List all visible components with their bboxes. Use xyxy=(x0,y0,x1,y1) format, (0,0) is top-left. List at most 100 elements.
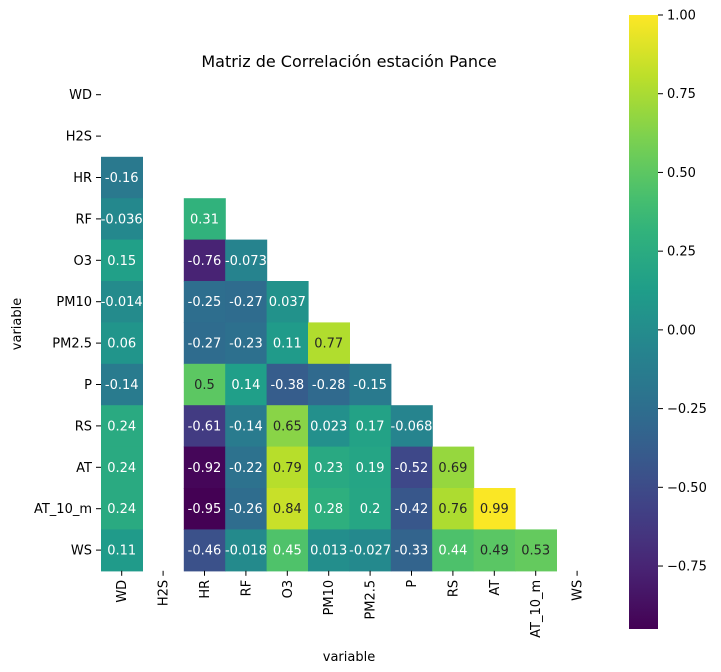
heatmap-cell xyxy=(308,405,350,448)
cell-value-label: -0.38 xyxy=(270,378,304,393)
heatmap-cell xyxy=(101,446,143,489)
heatmap-cell xyxy=(101,363,143,406)
cell-value-label: -0.22 xyxy=(229,461,263,476)
cell-value-label: -0.16 xyxy=(105,171,139,186)
y-tick-label: WD xyxy=(69,88,92,103)
heatmap-cell xyxy=(183,405,226,448)
heatmap-cell xyxy=(266,446,309,489)
cell-value-label: 0.45 xyxy=(273,544,302,559)
heatmap-cell xyxy=(390,405,433,448)
cell-value-label: 0.24 xyxy=(107,419,136,434)
cell-value-label: 0.013 xyxy=(310,544,347,559)
heatmap-cell xyxy=(349,488,392,530)
cell-value-label: -0.018 xyxy=(225,544,267,559)
heatmap-cell xyxy=(225,405,268,448)
heatmap-cell xyxy=(183,363,226,406)
cell-value-label: -0.068 xyxy=(391,419,433,434)
cell-value-label: -0.92 xyxy=(188,461,222,476)
cell-value-label: 0.77 xyxy=(314,337,343,352)
cell-value-label: -0.76 xyxy=(188,254,222,269)
cell-value-label: -0.15 xyxy=(353,378,387,393)
cell-value-label: 0.49 xyxy=(480,544,509,559)
x-tick-label: AT_10_m xyxy=(529,580,544,638)
cell-value-label: 0.06 xyxy=(107,337,136,352)
cell-value-label: 0.84 xyxy=(273,502,302,517)
heatmap-cell xyxy=(225,281,268,323)
cell-value-label: 0.11 xyxy=(107,544,136,559)
heatmap-cell xyxy=(308,446,350,489)
heatmap-cell xyxy=(225,363,268,406)
cell-value-label: -0.27 xyxy=(188,337,222,352)
cell-value-label: -0.014 xyxy=(101,295,143,310)
x-tick-label: PM10 xyxy=(322,580,337,616)
y-tick-label: H2S xyxy=(66,130,92,145)
y-tick-label: O3 xyxy=(73,254,92,269)
colorbar: 1.00 0.75 0.50 0.25 0.00 −0.25 −0.50 −0.75 xyxy=(629,9,707,629)
cell-value-label: -0.23 xyxy=(229,337,263,352)
heatmap-cell xyxy=(225,322,268,365)
y-tick-label: HR xyxy=(73,171,92,186)
cell-value-label: 0.65 xyxy=(273,419,302,434)
cell-value-label: -0.26 xyxy=(229,502,263,517)
cell-value-label: 0.31 xyxy=(190,212,219,227)
heatmap-cell xyxy=(349,446,392,489)
y-tick-label: PM2.5 xyxy=(52,337,92,352)
heatmap-cell xyxy=(101,488,143,530)
colorbar-tick-label: 1.00 xyxy=(667,9,696,24)
cell-value-label: 0.023 xyxy=(310,419,347,434)
cell-value-label: 0.44 xyxy=(438,544,467,559)
x-tick-label: RF xyxy=(239,580,254,597)
x-tick-label: PM2.5 xyxy=(364,580,379,620)
cell-value-label: -0.28 xyxy=(312,378,346,393)
cell-value-label: -0.036 xyxy=(101,212,143,227)
heatmap-cell xyxy=(183,529,226,572)
colorbar-tick-label: −0.75 xyxy=(667,560,707,575)
heatmap-cell xyxy=(473,529,516,572)
heatmap-cell xyxy=(266,488,309,530)
cell-value-label: 0.2 xyxy=(360,502,381,517)
heatmap-cell xyxy=(183,281,226,323)
cell-value-label: 0.53 xyxy=(521,544,550,559)
heatmap-cell xyxy=(225,446,268,489)
y-axis-title: variable xyxy=(10,298,25,350)
heatmap-cell xyxy=(101,405,143,448)
colorbar-tick-label: 0.50 xyxy=(667,166,696,181)
x-tick-label: P xyxy=(405,580,420,588)
heatmap-cell xyxy=(432,529,475,572)
heatmap-cell xyxy=(183,446,226,489)
x-tick-label: RS xyxy=(446,580,461,597)
cell-value-label: 0.15 xyxy=(107,254,136,269)
heatmap-cell xyxy=(183,488,226,530)
cell-value-label: 0.76 xyxy=(438,502,467,517)
heatmap-cell xyxy=(101,156,143,199)
cell-value-label: 0.99 xyxy=(480,502,509,517)
y-tick-label: RF xyxy=(75,212,92,227)
cell-value-label: 0.79 xyxy=(273,461,302,476)
heatmap-cell xyxy=(349,405,392,448)
cell-value-label: 0.24 xyxy=(107,461,136,476)
chart-title: Matriz de Correlación estación Pance xyxy=(201,52,496,71)
heatmap-cell xyxy=(390,446,433,489)
cell-value-label: 0.14 xyxy=(231,378,260,393)
heatmap-cell xyxy=(473,488,516,530)
cell-value-label: 0.19 xyxy=(356,461,385,476)
heatmap-cell xyxy=(515,529,557,572)
heatmap-cell xyxy=(349,529,392,572)
cell-value-label: -0.14 xyxy=(105,378,139,393)
x-tick-label: O3 xyxy=(281,580,296,599)
heatmap-cell xyxy=(101,281,143,323)
heatmap-cell xyxy=(225,488,268,530)
colorbar-tick-label: 0.75 xyxy=(667,87,696,102)
x-tick-label: WS xyxy=(571,580,586,601)
heatmap-cell xyxy=(183,322,226,365)
heatmap-cell xyxy=(308,488,350,530)
heatmap-cell xyxy=(308,363,350,406)
colorbar-tick-label: 0.25 xyxy=(667,245,696,260)
y-tick-label: WS xyxy=(71,544,92,559)
heatmap-cells: -0.16 -0.036 0.31 0.15 -0.76 -0.073 -0.014 -0.2… xyxy=(101,156,557,572)
cell-value-label: -0.027 xyxy=(349,544,391,559)
cell-value-label: 0.69 xyxy=(438,461,467,476)
cell-value-label: 0.23 xyxy=(314,461,343,476)
heatmap-cell xyxy=(266,405,309,448)
y-tick-label: P xyxy=(84,378,92,393)
